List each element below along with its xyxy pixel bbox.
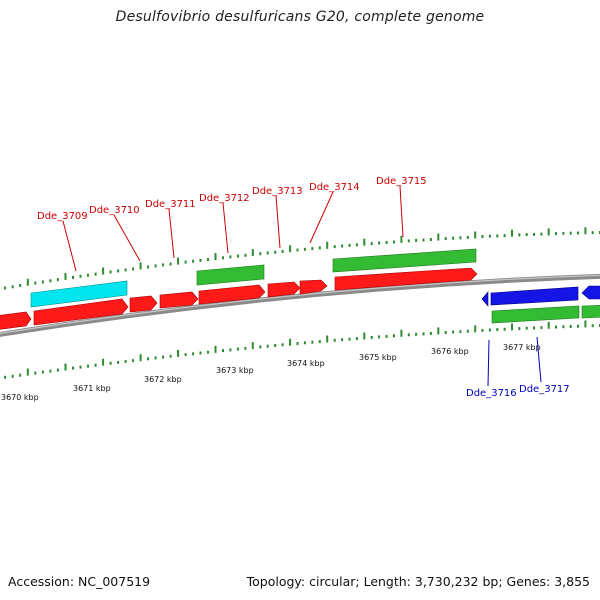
- gene-feature[interactable]: [33, 298, 129, 326]
- rna-features: [30, 280, 128, 308]
- accession-text: Accession: NC_007519: [8, 574, 151, 589]
- gene-feature[interactable]: [334, 267, 478, 291]
- gene-feature[interactable]: [267, 281, 301, 298]
- leader-line: [168, 208, 175, 259]
- cds-features: [196, 248, 600, 324]
- forward-genes: [0, 267, 478, 330]
- gene-labels: Dde_3709 Dde_3710 Dde_3711 Dde_3712 Dde_…: [37, 176, 570, 399]
- gene-feature[interactable]: [491, 305, 580, 324]
- gene-feature[interactable]: [481, 291, 489, 307]
- scale-label: 3674 kbp: [287, 359, 325, 368]
- leader-line: [487, 339, 490, 387]
- leader-line: [113, 214, 141, 262]
- scale-labels: 3670 kbp 3671 kbp 3672 kbp 3673 kbp 3674…: [1, 343, 541, 402]
- scale-label: 3676 kbp: [431, 347, 469, 356]
- inner-tick-row: [4, 320, 600, 379]
- gene-label[interactable]: Dde_3716: [466, 388, 517, 399]
- gene-label[interactable]: Dde_3712: [199, 193, 250, 204]
- gene-label[interactable]: Dde_3711: [145, 199, 196, 210]
- gene-feature[interactable]: [129, 295, 158, 313]
- outer-tick-row: [4, 227, 600, 290]
- gene-label[interactable]: Dde_3710: [89, 205, 140, 216]
- gene-feature[interactable]: [490, 286, 579, 306]
- leader-line: [309, 191, 334, 244]
- gene-label[interactable]: Dde_3717: [519, 384, 570, 395]
- genome-backbone-highlight: [0, 274, 600, 335]
- scale-label: 3675 kbp: [359, 353, 397, 362]
- leader-line: [222, 202, 229, 254]
- gene-feature[interactable]: [581, 304, 600, 319]
- scale-label: 3670 kbp: [1, 393, 39, 402]
- leader-line: [536, 336, 542, 383]
- gene-feature[interactable]: [198, 284, 266, 305]
- gene-feature[interactable]: [159, 291, 199, 309]
- leader-line: [62, 220, 77, 272]
- leader-line: [399, 185, 404, 238]
- gene-feature[interactable]: [581, 285, 600, 300]
- scale-label: 3677 kbp: [503, 343, 541, 352]
- scale-label: 3673 kbp: [216, 366, 254, 375]
- scale-label: 3672 kbp: [144, 375, 182, 384]
- gene-feature[interactable]: [196, 264, 265, 286]
- leader-lines: [62, 185, 542, 387]
- reverse-genes: [481, 285, 600, 307]
- gene-feature[interactable]: [30, 280, 128, 308]
- gene-feature[interactable]: [0, 311, 32, 330]
- map-title: Desulfovibrio desulfuricans G20, complet…: [115, 9, 485, 25]
- gene-label[interactable]: Dde_3714: [309, 182, 360, 193]
- gene-label[interactable]: Dde_3709: [37, 211, 88, 222]
- gene-label[interactable]: Dde_3713: [252, 186, 303, 197]
- genome-backbone: [0, 273, 600, 337]
- gene-feature[interactable]: [332, 248, 477, 273]
- gene-label[interactable]: Dde_3715: [376, 176, 427, 187]
- gene-feature[interactable]: [299, 279, 328, 295]
- leader-line: [275, 195, 281, 249]
- scale-label: 3671 kbp: [73, 384, 111, 393]
- topology-text: Topology: circular; Length: 3,730,232 bp…: [246, 574, 590, 589]
